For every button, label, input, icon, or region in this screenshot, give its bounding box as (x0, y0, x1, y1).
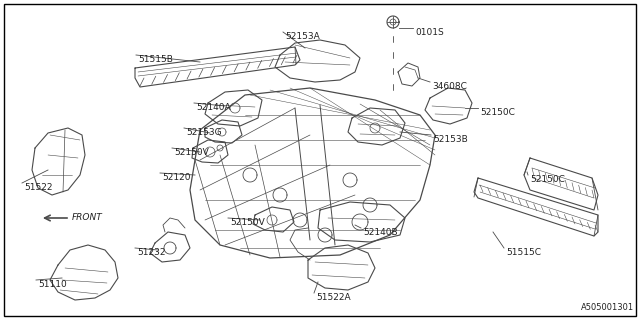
Text: 52150V: 52150V (230, 218, 265, 227)
Text: 52153A: 52153A (285, 32, 320, 41)
Text: 51515C: 51515C (506, 248, 541, 257)
Text: A505001301: A505001301 (581, 303, 634, 312)
Text: 52140B: 52140B (363, 228, 397, 237)
Text: 51515B: 51515B (138, 55, 173, 64)
Text: 52150C: 52150C (530, 175, 565, 184)
Text: 0101S: 0101S (415, 28, 444, 37)
Text: 52140A: 52140A (196, 103, 230, 112)
Text: 52153G: 52153G (186, 128, 221, 137)
Text: 52150V: 52150V (174, 148, 209, 157)
Text: FRONT: FRONT (72, 213, 103, 222)
Text: 52153B: 52153B (433, 135, 468, 144)
Text: 51522A: 51522A (316, 293, 351, 302)
Text: 34608C: 34608C (432, 82, 467, 91)
Text: 51110: 51110 (38, 280, 67, 289)
Text: 51522: 51522 (24, 183, 52, 192)
Text: 52150C: 52150C (480, 108, 515, 117)
Text: 51232: 51232 (137, 248, 166, 257)
Text: 52120: 52120 (162, 173, 191, 182)
